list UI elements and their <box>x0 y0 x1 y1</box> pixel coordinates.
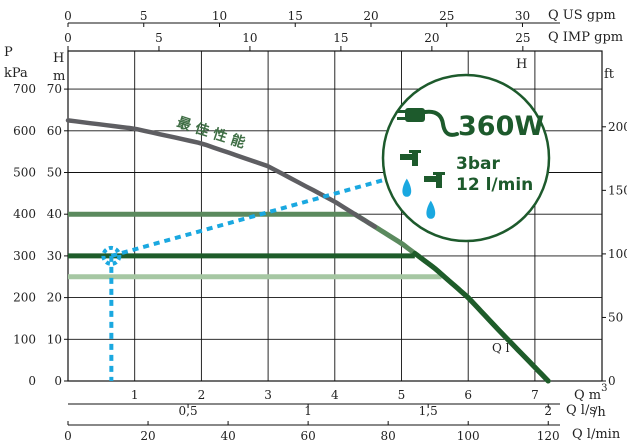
x-m3h-tick-label: 6 <box>464 388 472 402</box>
y-m-tick-label: 70 <box>47 82 62 96</box>
y-axis-m-unit: m <box>53 69 65 84</box>
x-m3h-tick-label: 2 <box>198 388 206 402</box>
y-m-tick-label: 50 <box>47 166 62 180</box>
x-axis-impgpm-label: Q IMP gpm <box>548 30 623 45</box>
x-axis-lmin-label: Q l/min <box>572 427 621 442</box>
badge-power: 360W <box>458 111 544 142</box>
annotation-point <box>101 245 122 266</box>
x-m3h-tick-label: 7 <box>531 388 539 402</box>
x-usgpm-tick-label: 30 <box>515 9 530 23</box>
grid-lines <box>64 22 606 426</box>
y-kpa-tick-label: 200 <box>13 291 36 305</box>
x-axis-m3h-sup: 3 <box>601 383 607 394</box>
x-usgpm-tick-label: 10 <box>212 9 227 23</box>
x-usgpm-tick-label: 25 <box>439 9 454 23</box>
x-lmin-tick-label: 80 <box>381 429 396 443</box>
y-m-tick-label: 30 <box>47 249 62 263</box>
y-m-tick-label: 10 <box>47 332 62 346</box>
curves <box>65 118 551 384</box>
x-lmin-tick-label: 120 <box>537 429 560 443</box>
y-ft-tick-label: 0 <box>608 374 616 388</box>
badge-pressure: 3bar <box>456 154 500 174</box>
x-axis-usgpm-label: Q US gpm <box>548 8 616 23</box>
x-impgpm-tick-label: 10 <box>242 31 257 45</box>
badge-flow: 12 l/min <box>456 175 533 195</box>
x-m3h-tick-label: 3 <box>264 388 272 402</box>
x-m3h-tick-label: 1 <box>131 388 139 402</box>
y-kpa-tick-label: 300 <box>13 249 36 263</box>
y-m-tick-label: 0 <box>54 374 62 388</box>
y-kpa-tick-label: 700 <box>13 82 36 96</box>
x-m3h-tick-label: 5 <box>398 388 406 402</box>
x-axis-m3h-sub: /h <box>593 405 606 420</box>
x-usgpm-tick-label: 0 <box>64 9 72 23</box>
y-ft-tick-label: 150 <box>608 183 627 197</box>
x-ls-tick-label: 2 <box>544 404 552 418</box>
x-usgpm-tick-label: 15 <box>288 9 303 23</box>
x-ls-tick-label: 1,5 <box>419 404 438 418</box>
x-lmin-tick-label: 60 <box>300 429 315 443</box>
x-impgpm-tick-label: 5 <box>155 31 163 45</box>
x-lmin-tick-label: 100 <box>457 429 480 443</box>
y-kpa-tick-label: 400 <box>13 207 36 221</box>
x-ls-tick-label: 1 <box>304 404 312 418</box>
spec-badge: 360W 3bar 12 l/min <box>381 73 551 243</box>
plug-icon <box>397 108 459 137</box>
y-m-tick-label: 40 <box>47 207 62 221</box>
y-kpa-tick-label: 100 <box>13 332 36 346</box>
operating-curve-30m <box>412 250 551 384</box>
x-impgpm-tick-label: 25 <box>515 31 530 45</box>
y-m-tick-label: 20 <box>47 291 62 305</box>
x-usgpm-tick-label: 20 <box>363 9 378 23</box>
y-axis-ft-top-label: H <box>516 57 527 72</box>
annotation-dotted-line <box>110 176 389 258</box>
x-usgpm-tick-label: 5 <box>140 9 148 23</box>
x-impgpm-tick-label: 0 <box>64 31 72 45</box>
y-ft-tick-label: 100 <box>608 247 627 261</box>
y-kpa-tick-label: 0 <box>28 374 36 388</box>
faucet-icon <box>400 150 421 197</box>
x-impgpm-tick-label: 20 <box>424 31 439 45</box>
x-lmin-tick-label: 40 <box>220 429 235 443</box>
x-axis-m3h-label: Q m3 <box>574 383 608 403</box>
faucet-icon-2 <box>424 172 445 219</box>
x-axis-m3h-main: Q m <box>574 388 601 403</box>
y-axis-kpa-label: P <box>4 45 13 60</box>
axis-tick-labels: 0102030405060700100200300400500600700050… <box>13 9 627 443</box>
y-ft-tick-label: 50 <box>608 310 623 324</box>
x-lmin-tick-label: 0 <box>64 429 72 443</box>
x-m3h-tick-label: 4 <box>331 388 339 402</box>
curve-q-label: Q l <box>492 341 510 355</box>
y-kpa-tick-label: 600 <box>13 124 36 138</box>
x-impgpm-tick-label: 15 <box>333 31 348 45</box>
y-axis-kpa-unit: kPa <box>4 66 28 81</box>
x-lmin-tick-label: 20 <box>140 429 155 443</box>
y-ft-tick-label: 200 <box>608 120 627 134</box>
y-kpa-tick-label: 500 <box>13 166 36 180</box>
y-m-tick-label: 60 <box>47 124 62 138</box>
x-ls-tick-label: 0,5 <box>179 404 198 418</box>
y-axis-m-label: H <box>53 51 64 66</box>
y-axis-ft-label: ft <box>604 67 615 82</box>
x-axis-ls-label: Q l/s <box>566 403 596 418</box>
